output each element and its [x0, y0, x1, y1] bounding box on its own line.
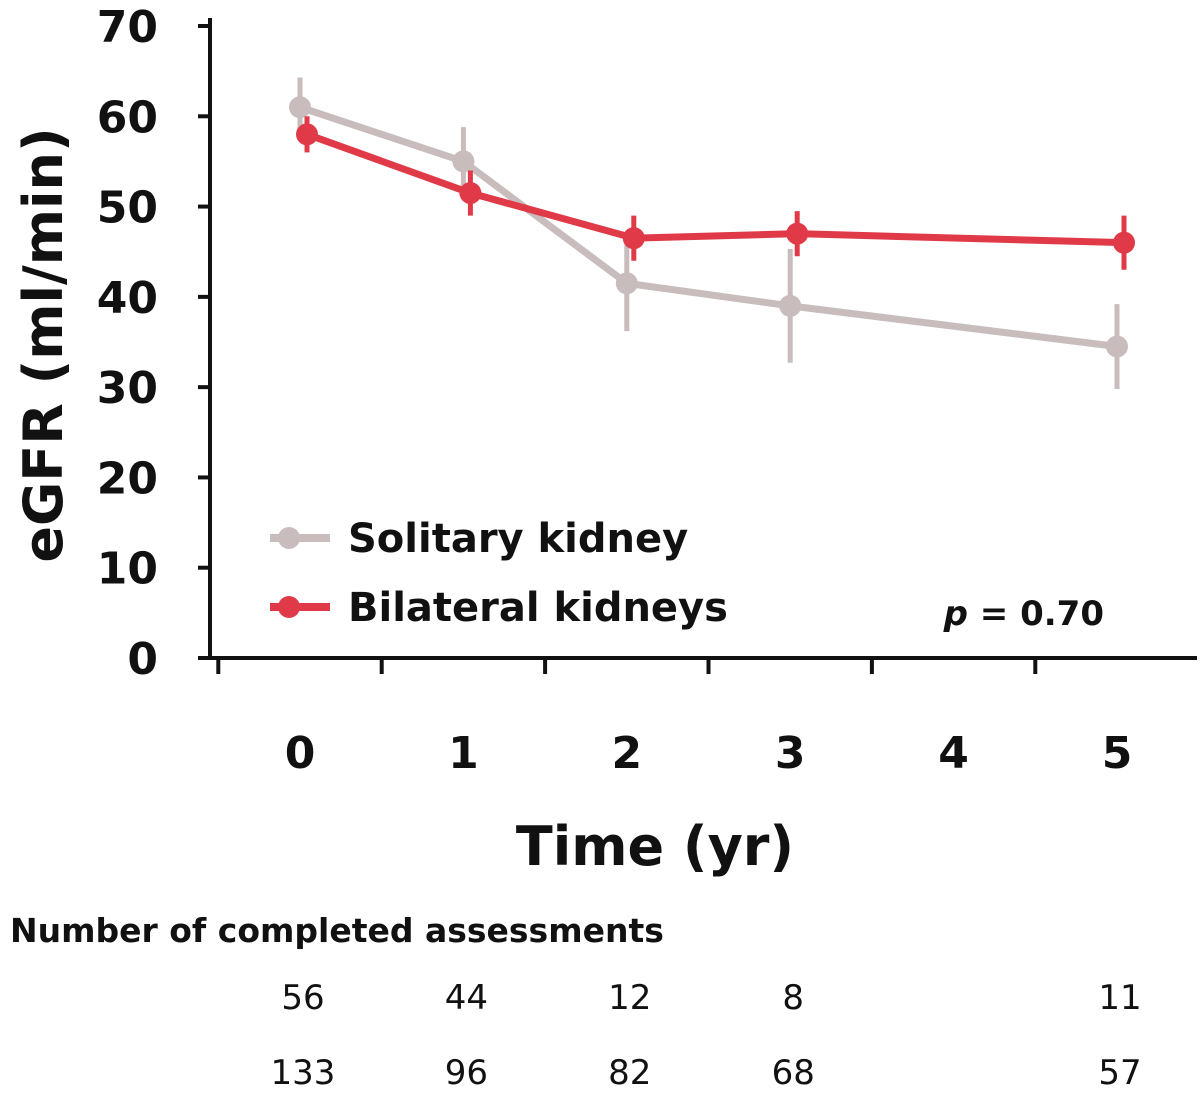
- legend-swatch-marker: [278, 596, 300, 618]
- assessment-count: 96: [445, 1053, 488, 1093]
- x-tick-label: 2: [611, 728, 642, 779]
- assessment-count: 56: [281, 978, 324, 1018]
- data-point: [1106, 335, 1128, 358]
- legend: Solitary kidney Bilateral kidneys: [270, 516, 728, 631]
- series-bilateral-kidneys: [296, 116, 1135, 270]
- x-tick-label: 1: [448, 728, 479, 779]
- assessments-title: Number of completed assessments: [10, 911, 664, 950]
- series-line: [298, 103, 1118, 350]
- p-value-symbol: p: [943, 594, 968, 634]
- y-tick-label: 0: [127, 634, 158, 685]
- y-tick-label: 30: [97, 363, 158, 414]
- assessment-count: 133: [271, 1053, 336, 1093]
- x-tick-label: 4: [938, 728, 969, 779]
- p-value-annotation: p = 0.70: [943, 594, 1104, 634]
- data-point: [779, 294, 802, 317]
- assessment-count: 82: [608, 1053, 651, 1093]
- data-point: [459, 182, 482, 205]
- y-tick-label: 60: [97, 92, 158, 143]
- assessment-count: 12: [608, 978, 651, 1018]
- data-point: [1113, 231, 1135, 254]
- assessment-count: 68: [772, 1053, 815, 1093]
- data-point: [615, 272, 638, 295]
- assessment-count: 44: [445, 978, 488, 1018]
- data-point: [289, 96, 311, 119]
- x-axis-title: Time (yr): [516, 815, 794, 878]
- data-point: [296, 123, 318, 146]
- assessment-count: 11: [1098, 978, 1141, 1018]
- series-layer: [289, 77, 1135, 389]
- y-tick-label: 20: [97, 453, 158, 504]
- p-value-text: = 0.70: [968, 594, 1104, 634]
- legend-label: Bilateral kidneys: [348, 585, 728, 631]
- x-tick-label: 0: [285, 728, 316, 779]
- legend-swatch-marker: [278, 527, 300, 549]
- y-tick-label: 10: [97, 544, 158, 595]
- assessment-count: 8: [782, 978, 804, 1018]
- y-tick-label: 40: [97, 273, 158, 324]
- data-point: [622, 227, 645, 250]
- assessment-count: 57: [1098, 1053, 1141, 1093]
- x-tick-label: 3: [775, 728, 806, 779]
- legend-label: Solitary kidney: [348, 516, 688, 562]
- y-tick-label: 70: [97, 2, 158, 53]
- series-solitary-kidney: [289, 77, 1128, 389]
- y-axis-title: eGFR (ml/min): [12, 127, 75, 562]
- data-point: [452, 150, 475, 173]
- data-point: [786, 222, 809, 245]
- axes: 0 10 20 30 40 50 60 70 0 1 2 3 4 5: [97, 2, 1197, 779]
- assessments-table: 56 44 12 8 11 133 96 82 68 57: [271, 978, 1142, 1093]
- x-tick-label: 5: [1102, 728, 1133, 779]
- y-tick-label: 50: [97, 183, 158, 234]
